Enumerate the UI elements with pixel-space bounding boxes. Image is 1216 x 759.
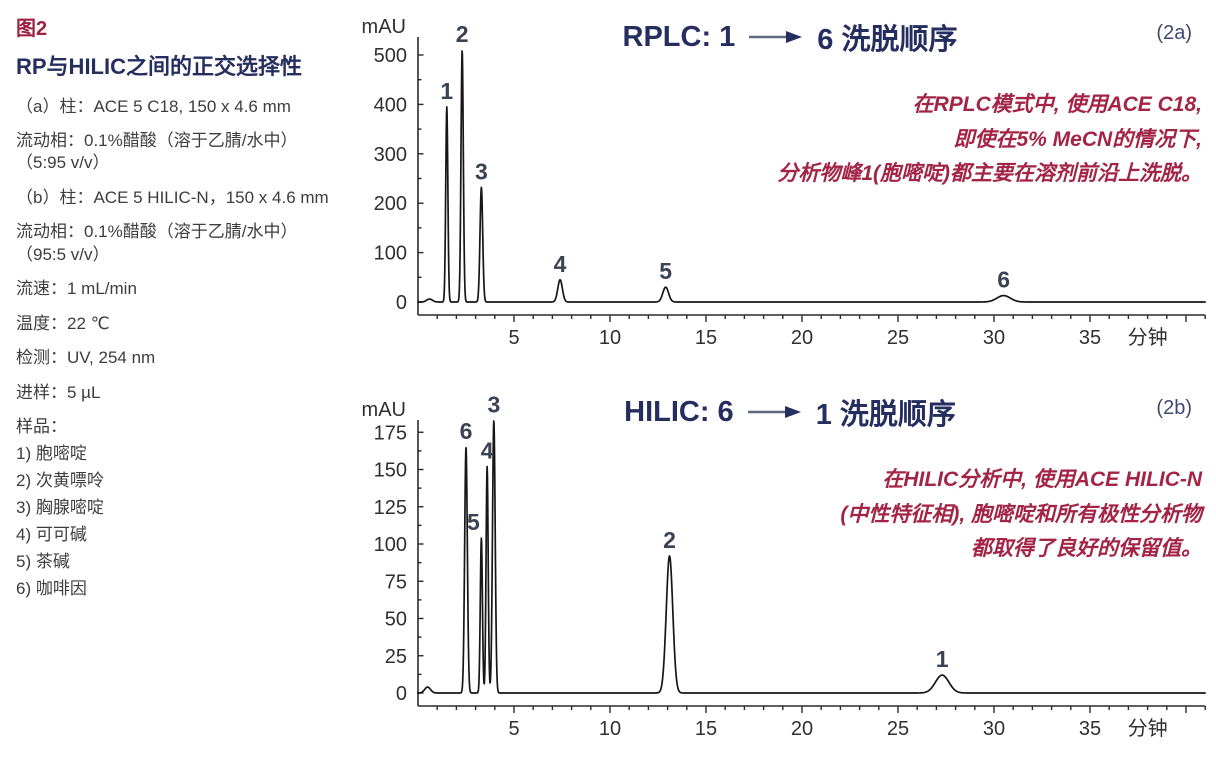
svg-text:25: 25 — [385, 646, 407, 668]
peak-label-4: 4 — [481, 438, 494, 464]
condition-line: （a）柱：ACE 5 C18, 150 x 4.6 mm — [16, 96, 291, 116]
condition-line: 流动相：0.1%醋酸（溶于乙腈/水中）（95:5 v/v） — [16, 222, 298, 264]
chromatogram-panel-2b: 0 25 50 75 100 125 150 175 5 10 15 20 25 30 35 分钟 mAU 6 5 4… — [348, 383, 1214, 759]
peak-label-2: 2 — [456, 21, 469, 47]
chart-title-prefix: RPLC: 1 — [622, 20, 736, 53]
annotation-line: 都取得了良好的保留值。 — [971, 537, 1202, 561]
svg-text:35: 35 — [1079, 718, 1101, 740]
peak-label-1: 1 — [936, 646, 949, 672]
chromatogram-plot-2a: 0 100 200 300 400 500 5 10 15 20 25 30 35 分钟 mAU 1 2 3 4 5 6 — [362, 16, 1206, 349]
annotation-line: 在HILIC分析中, 使用ACE HILIC-N — [882, 468, 1202, 491]
chromatogram-plot-2b: 0 25 50 75 100 125 150 175 5 10 15 20 25 30 35 分钟 mAU 6 5 4… — [362, 391, 1206, 740]
svg-text:分钟: 分钟 — [1128, 717, 1168, 740]
svg-text:125: 125 — [374, 497, 407, 519]
annotation-line: (中性特征相), 胞嘧啶和所有极性分析物 — [840, 502, 1202, 526]
chart-title-prefix: HILIC: 6 — [624, 395, 734, 428]
elution-order-arrow-icon — [749, 31, 803, 43]
svg-text:30: 30 — [983, 718, 1005, 740]
chromatogram-panel-2a: 0 100 200 300 400 500 5 10 15 20 25 30 35 分钟 mAU 1 2 3 4 5 6… — [348, 8, 1214, 374]
annotation-2b: 在HILIC分析中, 使用ACE HILIC-N (中性特征相), 胞嘧啶和所有极… — [840, 463, 1202, 567]
condition-line: 检测：UV, 254 nm — [16, 348, 156, 368]
peak-label-3: 3 — [475, 158, 488, 184]
peak-label-4: 4 — [554, 251, 567, 277]
figure-title: RP与HILIC之间的正交选择性 — [16, 54, 303, 79]
sample-item: 4) 可可碱 — [16, 524, 87, 544]
elution-order-arrow-icon — [747, 406, 801, 418]
svg-text:30: 30 — [983, 327, 1005, 349]
sample-list: 1) 胞嘧啶 2) 次黄嘌呤 3) 胸腺嘧啶 4) 可可碱 5) 茶碱 6) 咖啡因 — [16, 441, 332, 602]
svg-text:10: 10 — [599, 327, 621, 349]
svg-text:0: 0 — [396, 683, 407, 705]
condition-line: 流动相：0.1%醋酸（溶于乙腈/水中）（5:95 v/v） — [16, 131, 298, 173]
svg-text:200: 200 — [374, 193, 407, 215]
chart-title-2b: HILIC: 6 1 洗脱顺序 — [440, 391, 1140, 433]
chart-title-suffix: 6 洗脱顺序 — [817, 24, 958, 56]
annotation-2a: 在RPLC模式中, 使用ACE C18, 即使在5% MeCN的情况下, 分析物峰1… — [777, 88, 1202, 192]
annotation-line: 即使在5% MeCN的情况下, — [953, 127, 1202, 151]
condition-list: （a）柱：ACE 5 C18, 150 x 4.6 mm 流动相：0.1%醋酸（溶… — [16, 96, 332, 404]
svg-text:5: 5 — [508, 327, 519, 349]
sample-list-header: 样品： — [16, 416, 67, 436]
svg-text:10: 10 — [599, 718, 621, 740]
svg-text:35: 35 — [1079, 327, 1101, 349]
figure-label: 图2 — [16, 18, 48, 40]
svg-text:300: 300 — [374, 144, 407, 166]
svg-text:175: 175 — [374, 422, 407, 444]
peak-label-6: 6 — [460, 418, 473, 444]
sample-item: 3) 胸腺嘧啶 — [16, 498, 104, 518]
svg-text:150: 150 — [374, 460, 407, 482]
annotation-line: 在RPLC模式中, 使用ACE C18, — [912, 93, 1202, 116]
condition-line: 温度：22 ℃ — [16, 313, 110, 333]
svg-text:5: 5 — [508, 718, 519, 740]
svg-text:20: 20 — [791, 718, 813, 740]
sample-item: 6) 咖啡因 — [16, 578, 87, 598]
svg-text:75: 75 — [385, 571, 407, 593]
peak-label-2: 2 — [663, 527, 676, 553]
svg-text:20: 20 — [791, 327, 813, 349]
svg-text:0: 0 — [396, 292, 407, 314]
svg-text:15: 15 — [695, 718, 717, 740]
svg-text:100: 100 — [374, 534, 407, 556]
condition-line: （b）柱：ACE 5 HILIC-N，150 x 4.6 mm — [16, 187, 329, 207]
condition-line: 流速：1 mL/min — [16, 279, 137, 299]
peak-label-3: 3 — [487, 391, 500, 417]
svg-text:50: 50 — [385, 609, 407, 631]
annotation-line: 分析物峰1(胞嘧啶)都主要在溶剂前沿上洗脱。 — [777, 162, 1202, 186]
chart-title-suffix: 1 洗脱顺序 — [815, 399, 956, 431]
svg-text:mAU: mAU — [362, 399, 406, 421]
sample-item: 5) 茶碱 — [16, 551, 70, 571]
peak-label-6: 6 — [997, 267, 1010, 293]
svg-text:25: 25 — [887, 327, 909, 349]
svg-text:15: 15 — [695, 327, 717, 349]
svg-text:25: 25 — [887, 718, 909, 740]
condition-line: 进样：5 µL — [16, 382, 101, 402]
figure-caption-panel: 图2 RP与HILIC之间的正交选择性 （a）柱：ACE 5 C18, 150 … — [16, 12, 332, 603]
panel-tag-2b: (2b) — [1156, 397, 1192, 419]
svg-text:400: 400 — [374, 94, 407, 116]
sample-item: 1) 胞嘧啶 — [16, 444, 87, 464]
svg-text:分钟: 分钟 — [1128, 326, 1168, 349]
svg-text:100: 100 — [374, 243, 407, 265]
peak-label-5: 5 — [659, 258, 672, 284]
svg-text:mAU: mAU — [362, 16, 406, 38]
chart-title-2a: RPLC: 1 6 洗脱顺序 — [440, 16, 1140, 58]
peak-label-1: 1 — [440, 78, 453, 104]
svg-text:500: 500 — [374, 45, 407, 67]
peak-label-5: 5 — [467, 509, 480, 535]
sample-item: 2) 次黄嘌呤 — [16, 471, 104, 491]
panel-tag-2a: (2a) — [1156, 22, 1192, 44]
